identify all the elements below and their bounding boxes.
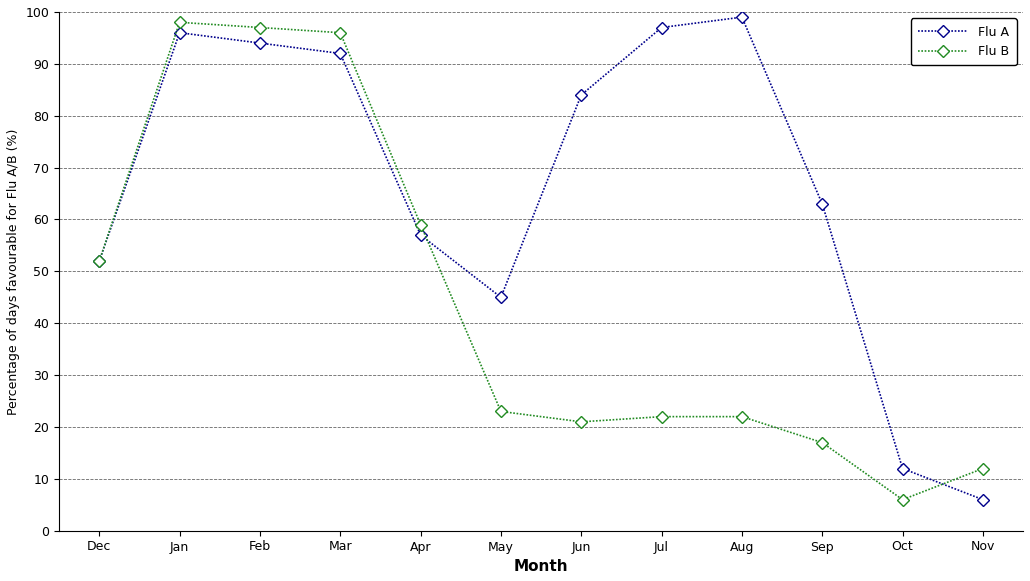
Flu A <box>93 257 105 264</box>
Flu B <box>655 413 667 420</box>
Flu B <box>816 439 828 446</box>
Flu B <box>494 408 507 415</box>
Flu A <box>896 465 908 472</box>
Flu A <box>414 232 426 239</box>
Flu B <box>976 465 989 472</box>
Flu B <box>896 496 908 503</box>
Flu A <box>253 40 266 46</box>
Flu A <box>494 294 507 301</box>
Flu B <box>735 413 748 420</box>
Flu A <box>655 24 667 31</box>
Line: Flu B: Flu B <box>95 18 987 504</box>
Flu A <box>173 29 185 36</box>
X-axis label: Month: Month <box>514 559 569 574</box>
Flu B <box>414 221 426 228</box>
Line: Flu A: Flu A <box>95 13 987 504</box>
Flu B <box>334 29 346 36</box>
Flu A <box>816 200 828 207</box>
Flu A <box>976 496 989 503</box>
Flu A <box>334 50 346 57</box>
Flu B <box>173 19 185 26</box>
Flu A <box>735 13 748 20</box>
Y-axis label: Percentage of days favourable for Flu A/B (%): Percentage of days favourable for Flu A/… <box>7 128 20 415</box>
Flu B <box>93 257 105 264</box>
Flu B <box>253 24 266 31</box>
Legend: Flu A, Flu B: Flu A, Flu B <box>911 18 1017 66</box>
Flu A <box>575 91 587 98</box>
Flu B <box>575 418 587 425</box>
